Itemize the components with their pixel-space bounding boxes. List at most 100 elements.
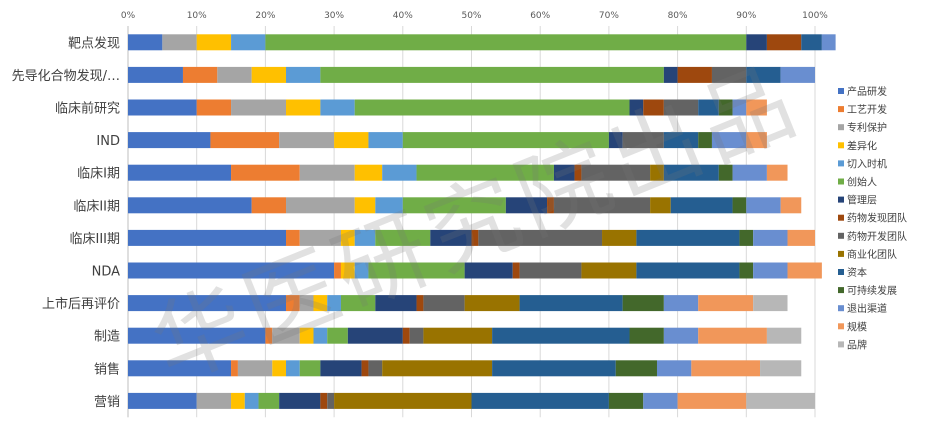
bar-segment xyxy=(340,229,355,246)
bar-segment xyxy=(753,262,788,279)
bar-segment xyxy=(464,262,513,279)
bar-segment xyxy=(368,132,403,149)
bar-segment xyxy=(423,295,465,312)
legend-label: 资本 xyxy=(847,266,867,279)
bar-segment xyxy=(286,360,300,377)
bar-segment xyxy=(128,262,335,279)
bar-segment xyxy=(231,99,287,116)
bar-segment xyxy=(547,197,554,214)
bar-segment xyxy=(258,392,280,409)
bar-segment xyxy=(128,34,163,51)
bar-segment xyxy=(279,132,335,149)
legend-swatch xyxy=(838,214,844,221)
bar-segment xyxy=(272,360,287,377)
bar-segment xyxy=(210,132,280,149)
bar-segment xyxy=(128,229,287,246)
legend: 产品研发工艺开发专利保护差异化切入时机创始人管理层药物发现团队药物开发团队商业化… xyxy=(838,85,907,351)
bar-segment xyxy=(430,229,472,246)
bar-segment xyxy=(299,360,321,377)
bar-segment xyxy=(375,295,417,312)
y-category-label: 营销 xyxy=(94,395,120,410)
bar-segment xyxy=(128,327,266,344)
x-tick-label: 50% xyxy=(461,11,481,21)
legend-label: 药物开发团队 xyxy=(847,230,907,243)
bar-segment xyxy=(128,360,232,377)
bar-segment xyxy=(286,66,321,83)
bar-segment xyxy=(299,295,314,312)
bar-segment xyxy=(608,132,623,149)
x-tick-label: 0% xyxy=(121,11,136,21)
bar-segment xyxy=(231,392,245,409)
legend-label: 规模 xyxy=(847,320,867,333)
bar-segment xyxy=(643,99,664,116)
legend-label: 药物发现团队 xyxy=(847,212,907,225)
bar-segment xyxy=(512,262,520,279)
bar-segment xyxy=(347,327,403,344)
legend-label: 退出渠道 xyxy=(847,302,887,315)
bar-segment xyxy=(231,34,266,51)
bar-segment xyxy=(196,34,232,51)
gridlines xyxy=(127,26,816,418)
legend-swatch xyxy=(838,178,844,185)
x-axis-ticks: 0% 10% 20% 30% 40% 50% 60% 70% 80% 90% 100% xyxy=(121,11,828,21)
bar-segment xyxy=(244,392,259,409)
bar-segment xyxy=(780,197,802,214)
bar-segment xyxy=(162,34,197,51)
bar-segment xyxy=(313,327,328,344)
bar-segment xyxy=(320,99,355,116)
bar-segment xyxy=(340,262,355,279)
bar-segment xyxy=(251,66,287,83)
bar-segment xyxy=(746,34,767,51)
legend-swatch xyxy=(838,305,844,312)
y-category-label: 临床I期 xyxy=(77,167,120,182)
x-tick-label: 70% xyxy=(599,11,619,21)
bar-segment xyxy=(636,262,740,279)
bar-segment xyxy=(279,392,321,409)
legend-swatch xyxy=(838,287,844,294)
bar-segment xyxy=(416,164,554,181)
legend-label: 差异化 xyxy=(847,139,877,152)
legend-label: 工艺开发 xyxy=(847,103,887,116)
bar-segment xyxy=(313,295,328,312)
bar-segment xyxy=(320,360,362,377)
bar-segment xyxy=(320,66,664,83)
bar-segment xyxy=(821,34,836,51)
y-category-label: 上市后再评价 xyxy=(42,296,120,312)
bar-segment xyxy=(553,197,651,214)
bar-segment xyxy=(663,164,719,181)
legend-swatch xyxy=(838,232,844,239)
bar-segment xyxy=(327,392,335,409)
bar-segment xyxy=(787,262,822,279)
bar-segment xyxy=(636,229,740,246)
bar-segment xyxy=(698,327,767,344)
bar-segment xyxy=(629,327,664,344)
bar-segment xyxy=(780,66,815,83)
bar-segment xyxy=(766,34,802,51)
legend-swatch xyxy=(838,124,844,131)
bar-segment xyxy=(231,164,300,181)
bar-segment xyxy=(128,164,232,181)
bar-segment xyxy=(354,229,376,246)
bar-segment xyxy=(128,99,197,116)
bar-segment xyxy=(732,197,747,214)
x-tick-label: 100% xyxy=(802,11,828,21)
bar-segment xyxy=(801,34,822,51)
bar-segment xyxy=(478,229,603,246)
bar-segment xyxy=(409,327,424,344)
bar-segment xyxy=(622,132,664,149)
bar-segment xyxy=(608,392,644,409)
bar-segment xyxy=(286,99,321,116)
bar-segment xyxy=(368,360,383,377)
bar-segment xyxy=(732,99,747,116)
bar-segment xyxy=(231,360,238,377)
bar-segment xyxy=(128,66,183,83)
bar-segment xyxy=(677,392,747,409)
bar-segment xyxy=(670,197,733,214)
legend-swatch xyxy=(838,142,844,149)
bar-segment xyxy=(691,360,761,377)
bar-segment xyxy=(732,164,767,181)
bar-segment xyxy=(286,295,300,312)
bar-segment xyxy=(265,34,747,51)
